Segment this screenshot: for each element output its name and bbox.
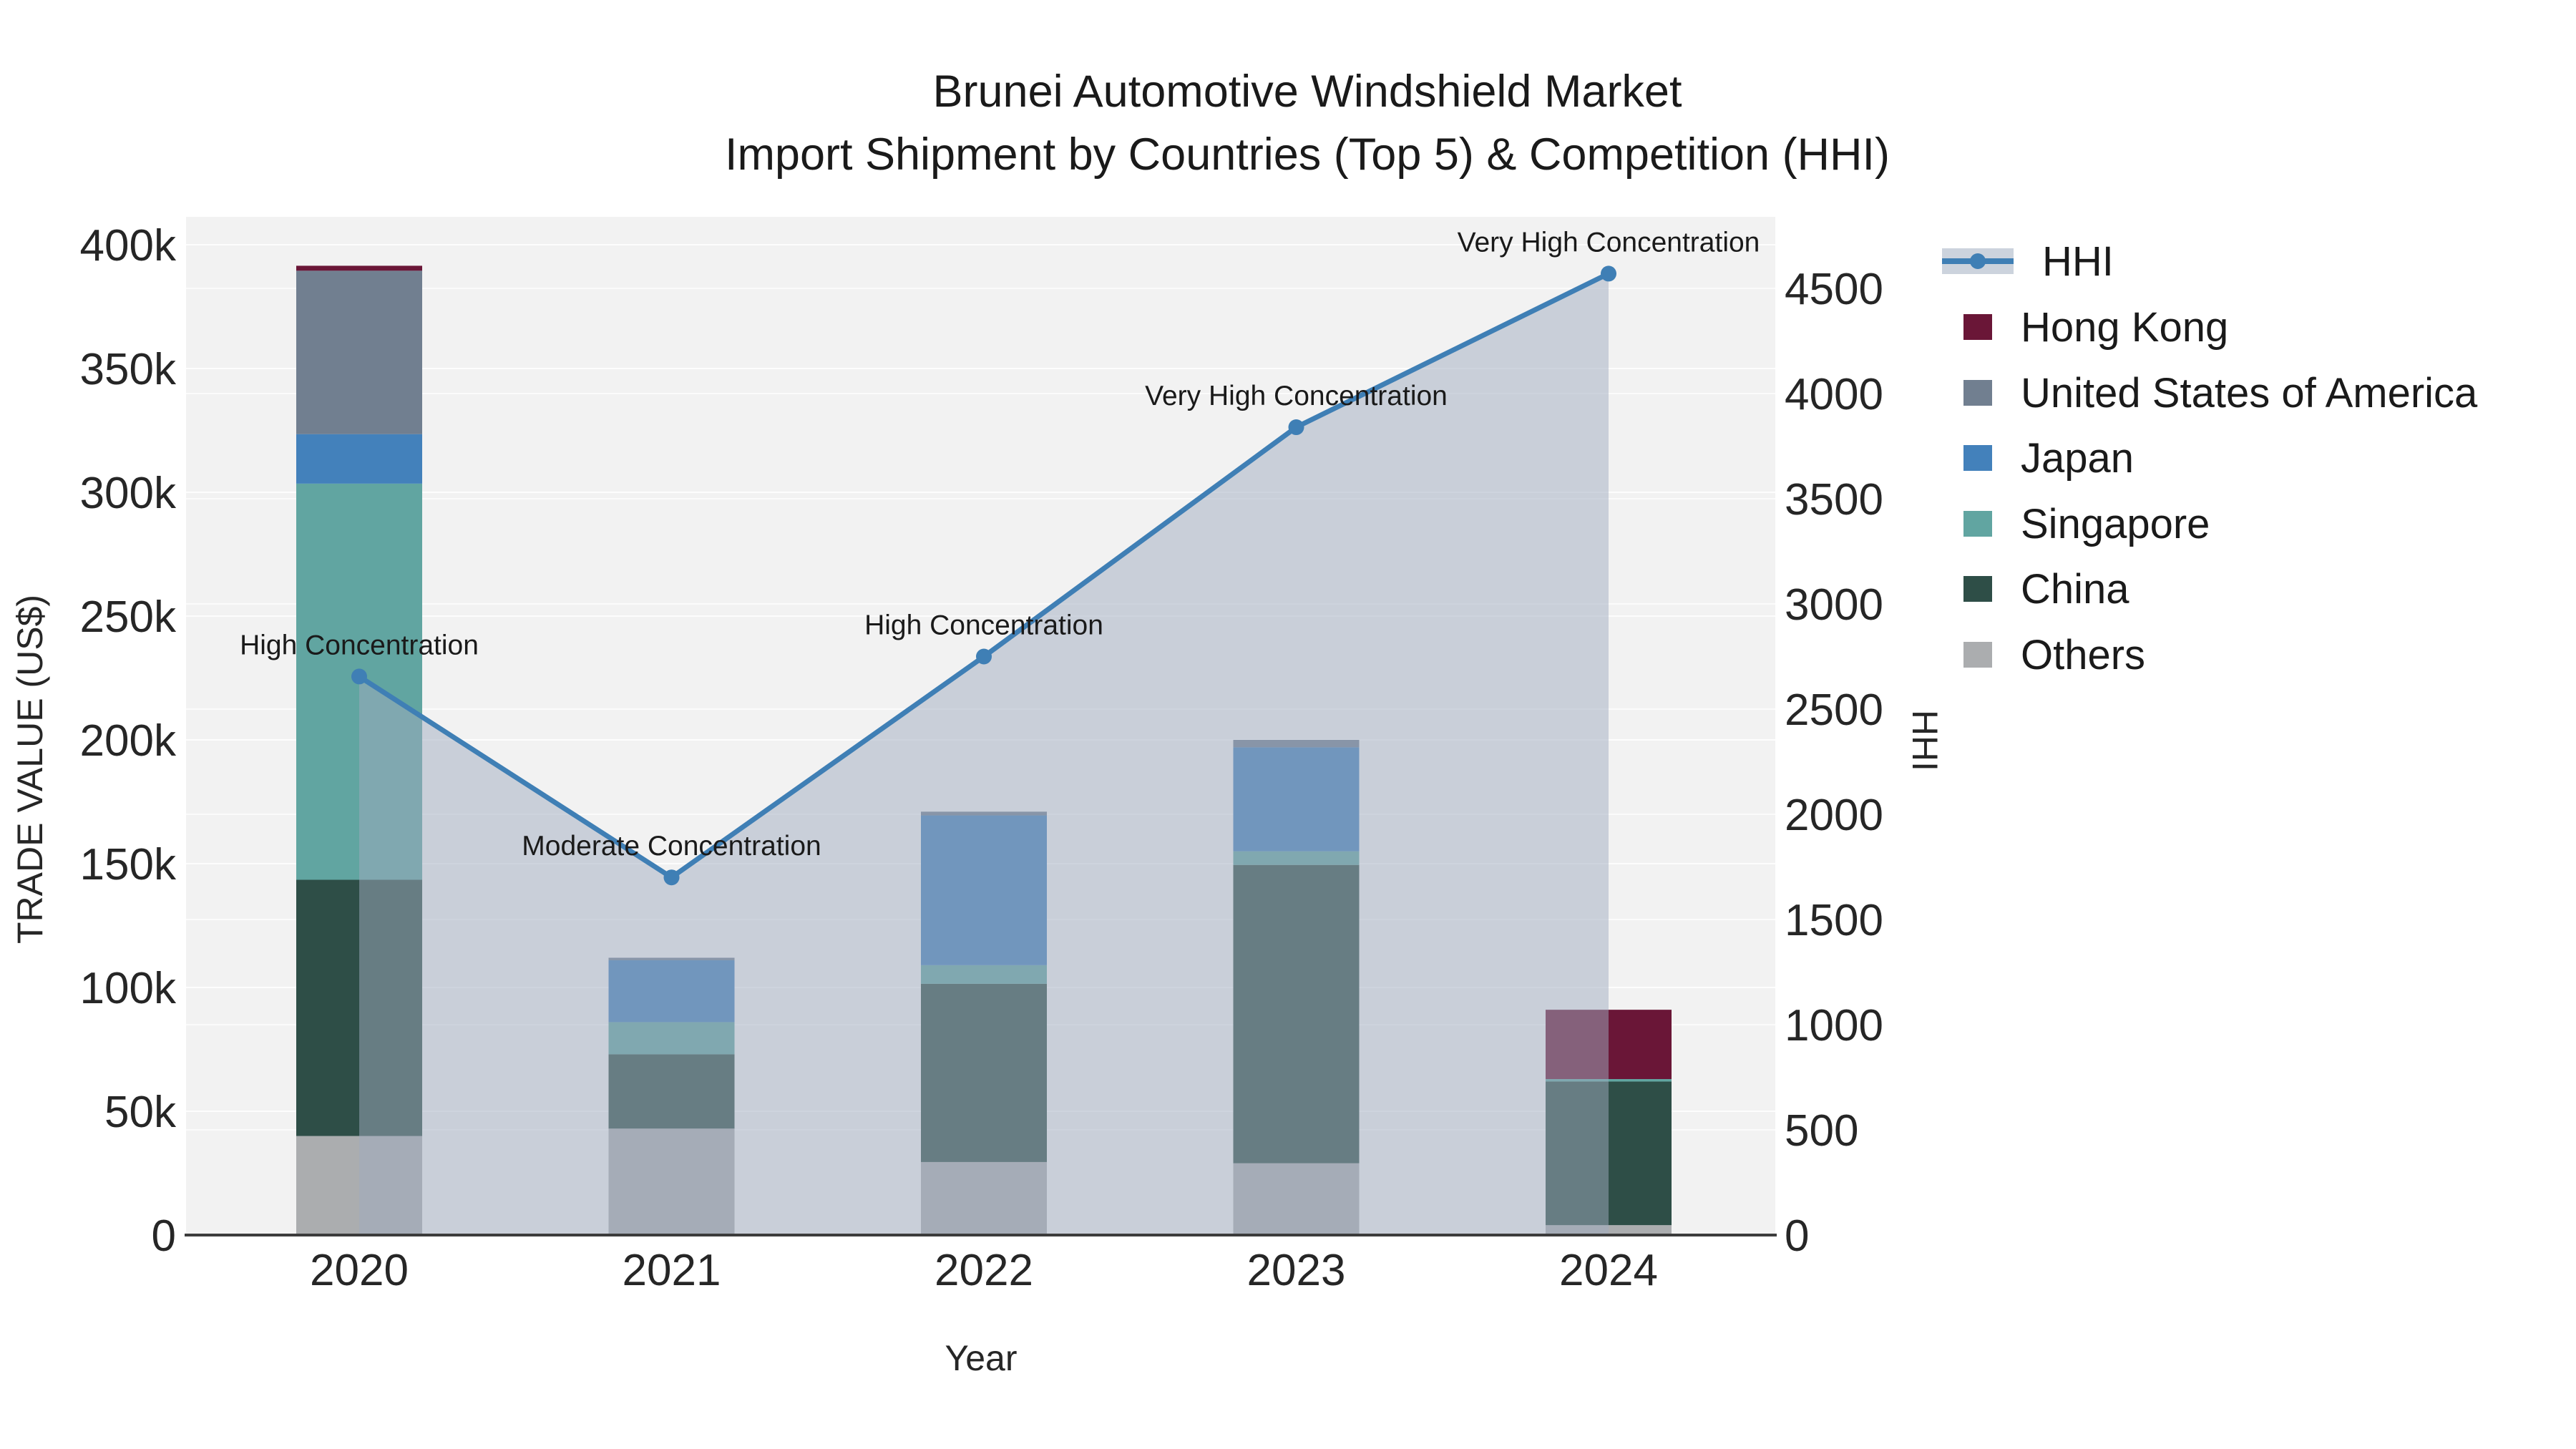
hhi-marker-dot: [1970, 253, 1986, 269]
legend-label: Japan: [2021, 434, 2135, 482]
y-left-tick-100k: 100k: [80, 964, 177, 1013]
hhi-marker-2023[interactable]: [1288, 419, 1304, 436]
x-tick-2021: 2021: [623, 1246, 721, 1295]
y-right-tick-3500: 3500: [1785, 475, 1883, 525]
y-left-tick-0: 0: [152, 1211, 176, 1261]
legend-label: Hong Kong: [2021, 303, 2229, 351]
bar-segment-united-states-of-america-2020[interactable]: [296, 270, 422, 434]
legend-color-chip: [1963, 445, 1992, 471]
chart-title-line-1: Brunei Automotive Windshield Market: [932, 67, 1682, 117]
legend-color-chip: [1963, 314, 1992, 340]
y-right-tick-4500: 4500: [1785, 265, 1883, 314]
legend-label: China: [2021, 565, 2129, 613]
legend-item-china[interactable]: China: [1936, 556, 2129, 622]
y-left-tick-50k: 50k: [104, 1088, 177, 1137]
legend-color-chip: [1963, 380, 1992, 406]
legend-label: Others: [2021, 631, 2146, 678]
hhi-marker-2022[interactable]: [976, 648, 992, 665]
hhi-area-fill: [359, 273, 1609, 1235]
hhi-marker-2021[interactable]: [663, 869, 680, 886]
y-left-tick-200k: 200k: [80, 716, 177, 766]
annotation-2023: Very High Concentration: [1145, 381, 1448, 411]
y-right-tick-3000: 3000: [1785, 580, 1883, 630]
y-right-tick-1500: 1500: [1785, 896, 1883, 945]
y-left-tick-150k: 150k: [80, 840, 177, 889]
annotation-2021: Moderate Concentration: [522, 831, 821, 862]
y-left-tick-300k: 300k: [80, 469, 177, 518]
legend-label: Singapore: [2021, 500, 2210, 547]
hhi-line-swatch-icon: [1942, 248, 2014, 274]
x-tick-2020: 2020: [310, 1246, 409, 1295]
legend-item-singapore[interactable]: Singapore: [1936, 491, 2210, 557]
y-right-tick-2500: 2500: [1785, 686, 1883, 735]
y-left-axis-title: TRADE VALUE (US$): [10, 594, 50, 945]
x-tick-2023: 2023: [1247, 1246, 1346, 1295]
hhi-marker-2020[interactable]: [351, 668, 367, 685]
legend-item-others[interactable]: Others: [1936, 622, 2145, 688]
x-tick-2022: 2022: [935, 1246, 1033, 1295]
hhi-marker-2024[interactable]: [1601, 265, 1616, 282]
y-right-tick-500: 500: [1785, 1106, 1858, 1156]
legend-label: United States of America: [2021, 369, 2478, 416]
legend-label: HHI: [2042, 238, 2114, 285]
legend-color-chip: [1963, 576, 1992, 602]
x-axis-title: Year: [945, 1338, 1018, 1378]
x-tick-2024: 2024: [1559, 1246, 1658, 1295]
y-right-tick-4000: 4000: [1785, 370, 1883, 419]
y-left-tick-400k: 400k: [80, 221, 177, 270]
y-left-tick-350k: 350k: [80, 345, 177, 394]
legend-item-hhi[interactable]: HHI: [1936, 228, 2114, 294]
y-right-tick-1000: 1000: [1785, 1001, 1883, 1050]
chart-title-line-2: Import Shipment by Countries (Top 5) & C…: [724, 130, 1890, 180]
y-right-tick-0: 0: [1785, 1211, 1809, 1261]
legend-item-hong-kong[interactable]: Hong Kong: [1936, 294, 2228, 360]
bar-segment-japan-2020[interactable]: [296, 434, 422, 484]
legend-color-chip: [1963, 511, 1992, 537]
annotation-2020: High Concentration: [240, 630, 479, 660]
y-right-tick-2000: 2000: [1785, 791, 1883, 840]
annotation-2024: Very High Concentration: [1458, 227, 1760, 258]
legend-item-japan[interactable]: Japan: [1936, 425, 2134, 491]
legend-item-united-states-of-america[interactable]: United States of America: [1936, 360, 2477, 426]
legend-color-chip: [1963, 642, 1992, 668]
annotation-2022: High Concentration: [864, 610, 1103, 641]
y-left-tick-250k: 250k: [80, 592, 177, 642]
bar-segment-hong-kong-2020[interactable]: [296, 265, 422, 271]
y-right-axis-title: HHI: [1905, 709, 1945, 772]
